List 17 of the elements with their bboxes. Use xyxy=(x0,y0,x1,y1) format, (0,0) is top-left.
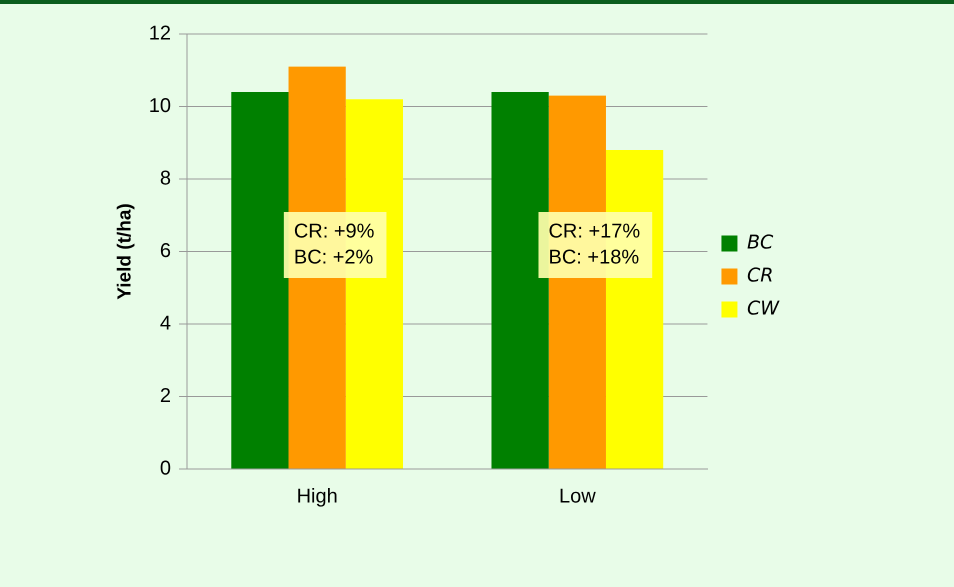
annotation: CR: +9% BC: +2% xyxy=(294,220,375,268)
y-tick-label: 2 xyxy=(160,385,172,408)
bar xyxy=(491,92,549,468)
y-tick-label: 8 xyxy=(160,168,172,190)
bar xyxy=(231,92,289,468)
legend-label: CW xyxy=(746,297,780,320)
annotation: CR: +17% BC: +18% xyxy=(548,220,640,268)
y-tick-label: 12 xyxy=(148,22,172,45)
legend-label: BC xyxy=(746,231,774,254)
y-tick-label: 0 xyxy=(160,458,172,480)
legend-label: CR xyxy=(746,264,774,286)
y-tick-label: 6 xyxy=(160,240,172,262)
x-tick-label: Low xyxy=(558,486,596,508)
y-tick-label: 4 xyxy=(160,312,172,335)
y-tick-label: 10 xyxy=(148,95,172,118)
y-axis-title: Yield (t/ha) xyxy=(114,203,136,300)
x-tick-label: High xyxy=(296,486,338,508)
